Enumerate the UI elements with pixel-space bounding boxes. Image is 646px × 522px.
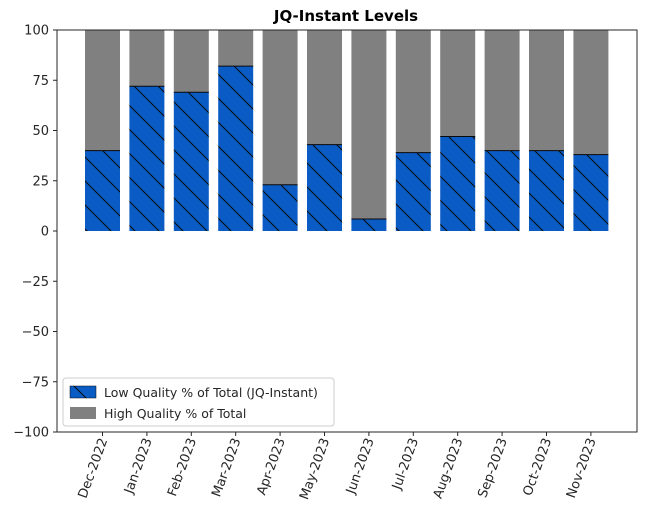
bar-low-quality-Apr-2023 [262,184,298,231]
legend-swatch-low-quality [69,385,97,399]
y-tick-label: 50 [32,124,49,139]
x-tick-label: Jun-2023 [343,436,377,497]
bar-high-quality-Oct-2023 [529,30,564,151]
bar-low-quality-Sep-2023 [484,150,520,231]
bar-low-quality-Jul-2023 [395,152,431,231]
bar-low-quality-May-2023 [307,144,342,231]
bar-high-quality-Dec-2022 [85,30,120,151]
bar-high-quality-Jan-2023 [129,30,165,87]
x-tick-label: Aug-2023 [431,436,467,500]
bar-low-quality-Jun-2023 [351,218,387,231]
x-tick-label: Nov-2023 [564,436,600,500]
legend-label-low-quality: Low Quality % of Total (JQ-Instant) [104,385,318,400]
bar-high-quality-Jun-2023 [351,30,387,219]
y-tick-label: −50 [22,325,49,340]
bar-high-quality-Aug-2023 [440,30,476,137]
x-tick-label: Apr-2023 [254,436,288,497]
bar-low-quality-Feb-2023 [173,92,209,231]
y-tick-label: 75 [32,74,49,89]
bar-low-quality-Aug-2023 [440,136,476,231]
y-tick-label: −25 [22,275,49,290]
legend-box [62,377,335,427]
y-tick-label: 0 [41,225,49,240]
x-tick-label: Jul-2023 [389,436,422,492]
y-tick-label: −75 [22,375,49,390]
bar-low-quality-Dec-2022 [85,150,120,231]
bar-high-quality-Apr-2023 [262,30,298,185]
x-tick-label: Jan-2023 [121,436,155,496]
x-tick-label: Feb-2023 [165,436,200,498]
x-tick-label: Oct-2023 [521,436,556,498]
bar-low-quality-Jan-2023 [129,86,165,231]
bar-high-quality-Nov-2023 [573,30,609,155]
legend-swatch-high-quality [70,407,96,419]
x-tick-label: Dec-2022 [76,436,112,500]
y-tick-label: 25 [32,174,49,189]
bar-high-quality-Feb-2023 [173,30,209,93]
bar-low-quality-Mar-2023 [218,66,254,232]
y-tick-label: −100 [13,426,49,441]
bar-high-quality-Mar-2023 [218,30,254,67]
bar-low-quality-Oct-2023 [529,150,564,231]
x-tick-label: Sep-2023 [475,436,510,500]
bar-high-quality-Jul-2023 [395,30,431,153]
bar-high-quality-Sep-2023 [484,30,520,151]
legend-label-high-quality: High Quality % of Total [104,406,246,421]
legend: Low Quality % of Total (JQ-Instant) High… [62,377,335,427]
bar-low-quality-Nov-2023 [573,154,609,231]
bar-high-quality-May-2023 [307,30,342,145]
x-tick-label: May-2023 [297,436,333,502]
chart-title: JQ-Instant Levels [273,7,418,25]
x-tick-label: Mar-2023 [209,436,244,499]
y-tick-label: 100 [24,24,49,39]
